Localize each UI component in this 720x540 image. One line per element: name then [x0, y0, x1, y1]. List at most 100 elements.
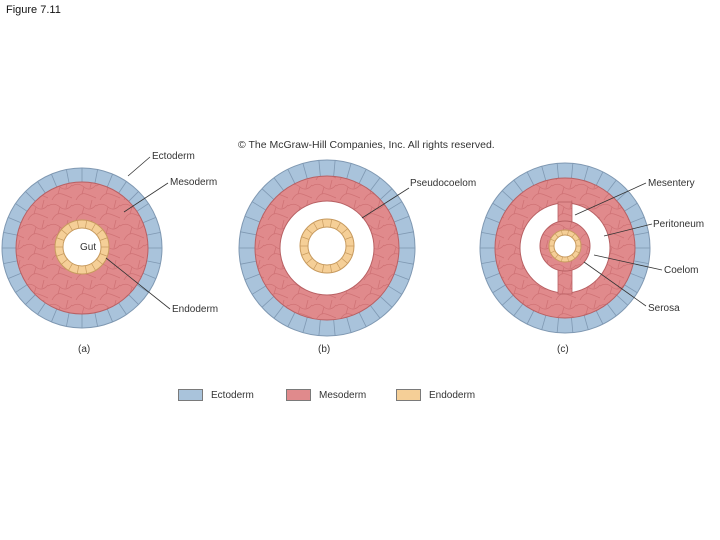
cell-boundary-line: [287, 169, 296, 184]
cell-boundary-line: [574, 238, 580, 242]
cell-boundary-line: [146, 232, 161, 236]
cell-boundary-line: [550, 238, 556, 242]
cell-boundary-line: [358, 169, 367, 184]
cell-boundary-line: [341, 257, 348, 264]
cell-boundary-line: [329, 219, 333, 228]
cell-boundary-line: [273, 177, 284, 191]
panel-label-b: (b): [318, 344, 331, 355]
label-gut: Gut: [80, 242, 97, 253]
cell-boundary-line: [91, 263, 96, 271]
cell-boundary-line: [358, 312, 367, 327]
cell-boundary-line: [370, 305, 381, 319]
cell-boundary-line: [96, 258, 103, 265]
cell-boundary-line: [556, 163, 559, 179]
cell-boundary-line: [25, 294, 36, 305]
cell-boundary-line: [306, 257, 313, 264]
cell-boundary-line: [136, 203, 149, 212]
cell-boundary-line: [128, 191, 139, 202]
cell-boundary-line: [397, 260, 414, 265]
cell-boundary-line: [136, 284, 149, 293]
panel-label-c: (c): [557, 344, 569, 355]
cell-boundary-line: [370, 177, 381, 191]
cell-boundary-line: [606, 179, 617, 193]
cell-boundary-line: [321, 219, 325, 228]
leader-peritoneum: [603, 223, 653, 237]
legend-swatch-ectoderm: [178, 389, 203, 401]
cell-boundary-line: [624, 284, 638, 294]
cell-boundary-line: [329, 264, 333, 273]
cell-boundary-line: [388, 201, 403, 211]
cell-boundary-line: [393, 215, 410, 223]
cell-boundary-line: [633, 260, 649, 265]
legend-item-ectoderm: Ectoderm: [178, 388, 254, 402]
cell-boundary-line: [526, 310, 535, 325]
cell-boundary-line: [501, 190, 514, 202]
cell-boundary-line: [106, 308, 113, 323]
cell-boundary-line: [301, 252, 310, 256]
cell-boundary-line: [379, 188, 393, 200]
gut-cavity: [307, 226, 347, 266]
cell-boundary-line: [561, 256, 563, 262]
cell-boundary-line: [574, 250, 580, 254]
cell-boundary-line: [118, 302, 127, 315]
cell-boundary-line: [7, 217, 22, 224]
cell-boundary-line: [313, 262, 318, 270]
label-endoderm: Endoderm: [172, 304, 219, 315]
cell-boundary-line: [492, 202, 506, 212]
cell-boundary-line: [240, 260, 257, 265]
cell-boundary-line: [56, 253, 65, 257]
cell-boundary-line: [630, 272, 645, 280]
cell-boundary-line: [513, 179, 524, 193]
cell-boundary-line: [96, 229, 103, 236]
cell-boundary-line: [15, 203, 28, 212]
cell-boundary-line: [346, 163, 352, 179]
cell-boundary-line: [595, 171, 604, 186]
cell-boundary-line: [318, 160, 321, 177]
cell-boundary-line: [492, 284, 506, 294]
cell-boundary-line: [318, 319, 321, 336]
cell-boundary-line: [84, 265, 88, 274]
cell-boundary-line: [393, 273, 410, 281]
cell-boundary-line: [94, 169, 98, 184]
legend-label-ectoderm: Ectoderm: [211, 389, 254, 401]
cell-boundary-line: [397, 231, 414, 236]
panel-a-acoelomate: [1, 156, 171, 329]
cell-boundary-line: [301, 236, 310, 240]
cell-boundary-line: [571, 233, 576, 238]
cell-boundary-line: [61, 229, 68, 236]
legend-swatch-mesoderm: [286, 389, 311, 401]
label-mesentery: Mesentery: [648, 178, 695, 189]
cell-boundary-line: [68, 263, 73, 271]
cell-boundary-line: [616, 294, 629, 306]
label-ectoderm: Ectoderm: [152, 151, 195, 162]
cell-boundary-line: [513, 303, 524, 317]
label-serosa: Serosa: [648, 303, 680, 314]
cell-boundary-line: [485, 216, 500, 224]
cell-boundary-line: [302, 317, 308, 333]
cell-boundary-line: [595, 310, 604, 325]
cell-boundary-line: [61, 258, 68, 265]
cell-boundary-line: [142, 217, 157, 224]
cell-boundary-line: [287, 312, 296, 327]
cell-boundary-line: [481, 260, 497, 265]
cell-boundary-line: [3, 232, 18, 236]
legend-swatch-endoderm: [396, 389, 421, 401]
cell-boundary-line: [541, 315, 547, 330]
gut-cavity: [553, 234, 577, 258]
cell-boundary-line: [261, 296, 275, 308]
cell-boundary-line: [302, 163, 308, 179]
cell-boundary-line: [336, 222, 341, 230]
cell-boundary-line: [68, 223, 73, 231]
cell-boundary-line: [7, 272, 22, 279]
label-coelom: Coelom: [664, 265, 699, 276]
cell-boundary-line: [76, 220, 80, 229]
cell-boundary-line: [388, 285, 403, 295]
label-pseudocoelom: Pseudocoelom: [410, 178, 477, 189]
cell-boundary-line: [481, 231, 497, 236]
cell-boundary-line: [15, 284, 28, 293]
leader-pseudocoelom: [361, 187, 410, 219]
cell-boundary-line: [606, 303, 617, 317]
cell-boundary-line: [341, 228, 348, 235]
cell-boundary-line: [240, 231, 257, 236]
